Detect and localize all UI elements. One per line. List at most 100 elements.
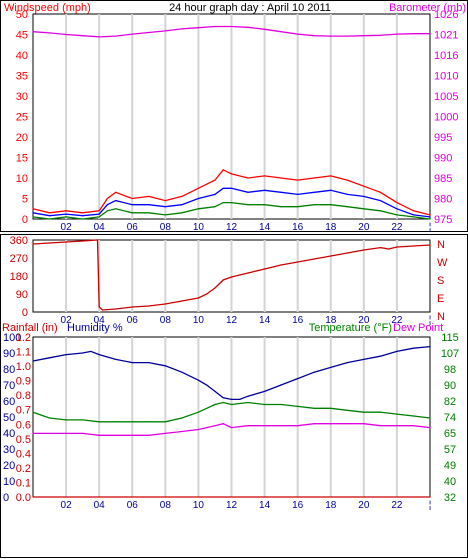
wind-series-point <box>98 210 100 212</box>
x-tick-label: 16 <box>292 500 304 511</box>
wind-series-point <box>412 214 415 216</box>
humidity-tick-label: 50 <box>3 412 15 424</box>
wind-series-point <box>197 187 200 189</box>
climate-series-point <box>330 407 332 409</box>
direction-series-point <box>297 261 299 263</box>
direction-series-point <box>214 287 216 289</box>
humidity-tick-label: 30 <box>3 444 15 456</box>
climate-series-point <box>148 434 150 436</box>
climate-series-point <box>222 401 224 404</box>
wind-series-point <box>32 216 34 218</box>
wind-series-point <box>247 191 249 193</box>
direction-series-point <box>164 303 166 305</box>
x-tick-label: 20 <box>358 222 370 233</box>
climate-series-point <box>98 434 100 436</box>
direction-series-point <box>101 309 104 311</box>
climate-series-point <box>65 354 67 356</box>
climate-series-point <box>280 384 282 386</box>
barometer-tick-label: 1000 <box>434 112 458 124</box>
windspeed-tick-label: 35 <box>16 71 28 83</box>
x-tick-label: 12 <box>226 315 238 326</box>
x-tick-label: 04 <box>94 222 106 233</box>
windspeed-tick-label: 40 <box>16 50 28 62</box>
climate-series-point <box>280 403 282 406</box>
wind-series-point <box>313 177 315 179</box>
climate-series-point <box>65 432 67 434</box>
wind-series-point <box>82 35 84 37</box>
barometer-tick-label: 990 <box>434 153 452 165</box>
wind-series-point <box>82 215 84 217</box>
windspeed-tick-label: 5 <box>22 194 28 206</box>
x-tick-label: 10 <box>193 315 205 326</box>
climate-series-point <box>197 428 200 431</box>
wind-series-point <box>363 195 365 198</box>
wind-series-point <box>65 213 67 215</box>
climate-series-point <box>396 350 398 352</box>
x-tick-label: 02 <box>61 315 73 326</box>
data-series <box>32 25 431 498</box>
humidity-tick-label: 10 <box>3 476 15 488</box>
compass-label: E <box>437 293 444 305</box>
wind-series-point <box>263 175 266 177</box>
direction-series-point <box>96 239 99 241</box>
climate-series-point <box>412 425 415 427</box>
windspeed-tick-label: 15 <box>16 153 28 165</box>
barometer-tick-label: 1005 <box>434 91 458 103</box>
rainfall-tick-label: 0.8 <box>16 390 31 402</box>
direction-series-point <box>206 293 208 295</box>
climate-series-point <box>65 419 67 421</box>
wind-series-point <box>106 210 109 212</box>
wind-series-point <box>412 216 415 218</box>
wind-series-point <box>48 32 51 34</box>
wind-series-point <box>82 218 84 220</box>
climate-series-point <box>412 415 415 417</box>
climate-series-point <box>181 417 183 419</box>
wind-series-point <box>115 199 117 202</box>
wind-series-point <box>429 33 431 35</box>
direction-series-point <box>330 255 332 257</box>
wind-series-point <box>181 195 183 198</box>
climate-series-point <box>230 427 233 429</box>
climate-series-point <box>48 432 51 434</box>
wind-series-point <box>429 216 431 218</box>
direction-series-point <box>197 297 200 299</box>
wind-series-point <box>214 25 216 28</box>
wind-series-point <box>148 195 150 198</box>
climate-series-point <box>82 432 84 434</box>
barometer-tick-label: 975 <box>434 214 452 226</box>
direction-series-point <box>181 300 183 302</box>
rainfall-tick-label: 1.0 <box>16 361 31 373</box>
climate-series-point <box>222 397 224 399</box>
wind-series-point <box>247 177 249 179</box>
wind-series-point <box>363 35 365 37</box>
climate-series-point <box>222 423 224 425</box>
climate-series-point <box>197 379 200 381</box>
wind-series-point <box>131 212 133 214</box>
wind-series-point <box>297 33 299 35</box>
climate-series-point <box>346 409 348 411</box>
climate-series-point <box>32 496 34 498</box>
x-tick-label: 18 <box>325 500 337 511</box>
wind-series-point <box>297 179 299 181</box>
wind-series-point <box>82 212 84 214</box>
climate-series-line-1 <box>32 401 431 423</box>
climate-series-point <box>181 430 183 433</box>
temperature-tick-label: 90 <box>444 380 456 392</box>
direction-tick-label: 90 <box>16 289 28 301</box>
barometer-tick-label: 985 <box>434 173 452 185</box>
climate-series-point <box>363 411 365 413</box>
temperature-tick-label: 49 <box>444 460 456 472</box>
direction-series-point <box>388 248 390 250</box>
wind-series-point <box>230 202 233 204</box>
wind-series-point <box>346 179 348 181</box>
climate-series-point <box>82 352 84 354</box>
humidity-tick-label: 20 <box>3 460 15 472</box>
compass-label: S <box>437 275 444 287</box>
wind-series-point <box>330 189 332 191</box>
windspeed-tick-label: 50 <box>16 9 28 21</box>
wind-series-point <box>247 204 249 206</box>
wind-series-point <box>197 197 200 200</box>
wind-series-point <box>98 36 100 38</box>
direction-series-point <box>313 258 315 260</box>
direction-series-point <box>131 306 133 308</box>
